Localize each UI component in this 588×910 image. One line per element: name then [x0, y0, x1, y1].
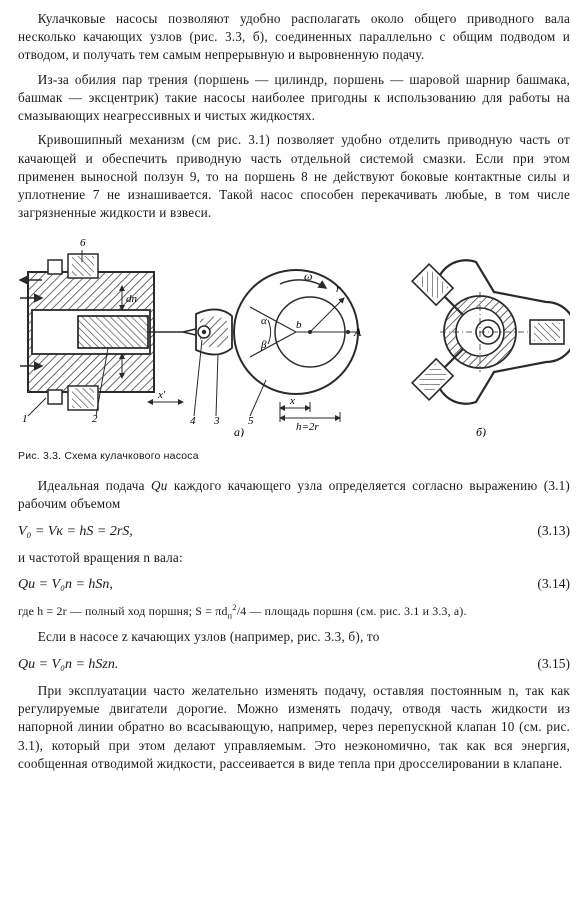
label-omega: ω — [304, 269, 312, 283]
p4-a: Идеальная подача — [38, 478, 151, 493]
paragraph-6: где h = 2r — полный ход поршня; S = πdп2… — [18, 602, 570, 622]
inline-Qi: Qи — [151, 478, 168, 493]
label-alpha: α — [261, 315, 267, 327]
label-3: 3 — [213, 415, 220, 427]
eq2-body: Qи = V₀n = hSn, — [18, 575, 113, 594]
paragraph-3: Кривошипный механизм (см рис. 3.1) позво… — [18, 131, 570, 222]
paragraph-7: Если в насосе z качающих узлов (например… — [18, 628, 570, 646]
p6-a: где h = 2r — полный ход поршня; S = πd — [18, 604, 228, 618]
figure-svg: α β ω r b A 6 1 — [18, 232, 570, 437]
label-x: x — [289, 395, 295, 407]
label-2: 2 — [92, 413, 98, 425]
equation-3-15: Qи = V₀n = hSzn. (3.15) — [18, 655, 570, 674]
subfig-b: б) — [412, 261, 570, 438]
eq2-num: (3.14) — [527, 575, 570, 594]
eq1-body: V₀ = Vк = hS = 2rS, — [18, 522, 133, 541]
label-1: 1 — [22, 413, 28, 425]
p6-b: /4 — площадь поршня (см. рис. 3.1 и 3.3,… — [237, 604, 467, 618]
label-beta: β — [260, 339, 267, 351]
label-h2r: h=2r — [296, 421, 319, 433]
label-A: A — [353, 325, 362, 339]
paragraph-8: При эксплуатации часто желательно изменя… — [18, 682, 570, 773]
eq3-body: Qи = V₀n = hSzn. — [18, 655, 118, 674]
label-4: 4 — [190, 415, 196, 427]
label-5: 5 — [248, 415, 254, 427]
paragraph-1: Кулачковые насосы позволяют удобно распо… — [18, 10, 570, 65]
eq1-num: (3.13) — [527, 522, 570, 541]
eq3-num: (3.15) — [527, 655, 570, 674]
equation-3-14: Qи = V₀n = hSn, (3.14) — [18, 575, 570, 594]
label-r: r — [336, 283, 341, 295]
figure-3-3: α β ω r b A 6 1 — [18, 232, 570, 442]
label-b: b — [296, 319, 302, 331]
figure-caption: Рис. 3.3. Схема кулачкового насоса — [18, 449, 570, 463]
equation-3-13: V₀ = Vк = hS = 2rS, (3.13) — [18, 522, 570, 541]
paragraph-5: и частотой вращения n вала: — [18, 549, 570, 567]
label-dp: dп — [126, 293, 138, 305]
sublabel-a: а) — [234, 425, 244, 437]
label-6: 6 — [80, 237, 86, 249]
paragraph-2: Из-за обилия пар трения (поршень — цилин… — [18, 71, 570, 126]
sublabel-b: б) — [476, 425, 486, 437]
subfig-a: α β ω r b A 6 1 — [20, 237, 362, 437]
label-x1: x' — [157, 389, 166, 401]
paragraph-4: Идеальная подача Qи каждого качающего уз… — [18, 477, 570, 513]
